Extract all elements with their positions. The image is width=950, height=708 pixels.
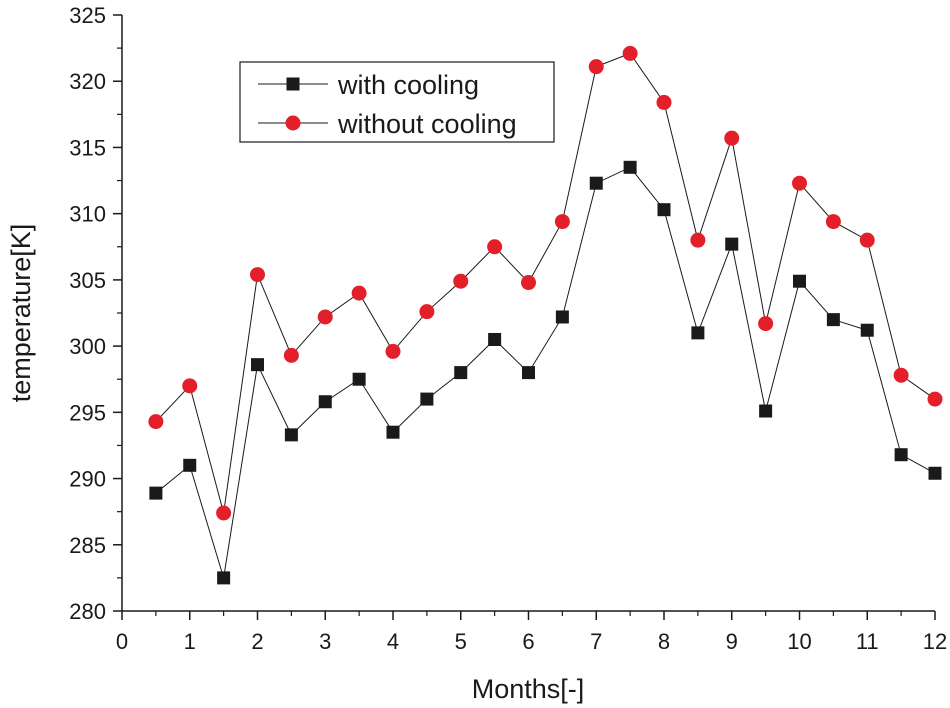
data-point-with-cooling [454,366,468,380]
data-point-without-cooling [317,309,333,325]
data-point-without-cooling [453,273,469,289]
x-tick-label: 8 [658,629,670,654]
x-tick-label: 4 [387,629,399,654]
y-tick-label: 315 [69,135,106,160]
data-point-without-cooling [419,304,435,320]
data-point-without-cooling [927,391,943,407]
data-point-without-cooling [283,347,299,363]
data-point-without-cooling [182,378,198,394]
data-point-with-cooling [522,366,535,380]
data-point-with-cooling [488,332,502,346]
x-tick-label: 2 [251,629,263,654]
data-point-with-cooling [555,310,569,324]
data-point-with-cooling [826,313,840,327]
y-axis-title: temperature[K] [6,224,36,403]
y-tick-label: 290 [69,467,106,492]
x-axis-title: Months[-] [472,674,585,704]
data-point-with-cooling [928,466,942,480]
data-point-without-cooling [385,343,401,359]
data-point-without-cooling [351,285,367,301]
x-tick-label: 12 [923,629,947,654]
data-point-without-cooling [250,267,265,283]
data-point-without-cooling [588,59,604,75]
legend-marker-without-cooling [285,115,301,131]
data-point-without-cooling [859,232,875,248]
x-tick-label: 3 [319,629,331,654]
data-point-with-cooling [352,372,366,386]
y-tick-label: 310 [69,202,106,227]
data-point-with-cooling [183,458,197,472]
x-tick-label: 5 [455,629,467,654]
x-tick-label: 7 [590,629,602,654]
data-point-without-cooling [148,414,164,430]
data-point-without-cooling [825,214,841,230]
legend-marker-with-cooling [286,77,300,91]
data-point-with-cooling [793,274,806,288]
y-tick-label: 305 [69,268,106,293]
series-line-with-cooling [155,166,936,579]
legend-label-with-cooling: with cooling [337,70,479,100]
data-point-without-cooling [487,239,503,255]
series-line-without-cooling [155,52,936,514]
x-tick-label: 1 [184,629,196,654]
data-point-without-cooling [216,505,232,521]
legend: with cooling without cooling [239,61,555,143]
data-point-without-cooling [554,214,570,230]
data-point-without-cooling [893,367,909,383]
data-point-with-cooling [860,323,874,337]
y-tick-label: 300 [69,334,106,359]
y-tick-label: 280 [69,599,106,624]
data-point-with-cooling [657,203,671,217]
data-point-with-cooling [284,428,298,442]
x-tick-label: 0 [116,629,128,654]
data-point-with-cooling [725,237,739,251]
legend-label-without-cooling: without cooling [337,109,517,139]
x-tick-label: 9 [726,629,738,654]
x-tick-label: 6 [522,629,534,654]
data-point-without-cooling [521,275,536,291]
data-point-with-cooling [589,176,603,190]
data-point-with-cooling [894,448,908,462]
data-point-with-cooling [386,425,400,439]
data-point-without-cooling [690,232,706,248]
data-point-with-cooling [623,160,637,174]
data-point-with-cooling [149,486,163,500]
data-point-without-cooling [724,130,740,146]
data-point-with-cooling [691,326,705,340]
data-point-without-cooling [792,175,807,191]
y-tick-label: 295 [69,400,106,425]
axes: 0 1 2 3 4 5 6 7 8 9 10 11 12280285290295300305310315… [69,3,947,654]
series-markers [148,45,943,585]
x-tick-label: 10 [787,629,811,654]
data-point-without-cooling [622,45,638,61]
x-tick-label: 11 [856,629,879,654]
data-point-without-cooling [656,94,672,110]
data-point-with-cooling [217,571,231,585]
data-point-with-cooling [420,392,434,406]
y-tick-label: 320 [69,69,106,94]
data-point-with-cooling [251,358,264,372]
y-tick-label: 325 [69,3,106,28]
data-point-with-cooling [318,395,332,409]
data-point-with-cooling [759,404,773,418]
y-tick-label: 285 [69,533,106,558]
data-point-without-cooling [758,316,774,332]
